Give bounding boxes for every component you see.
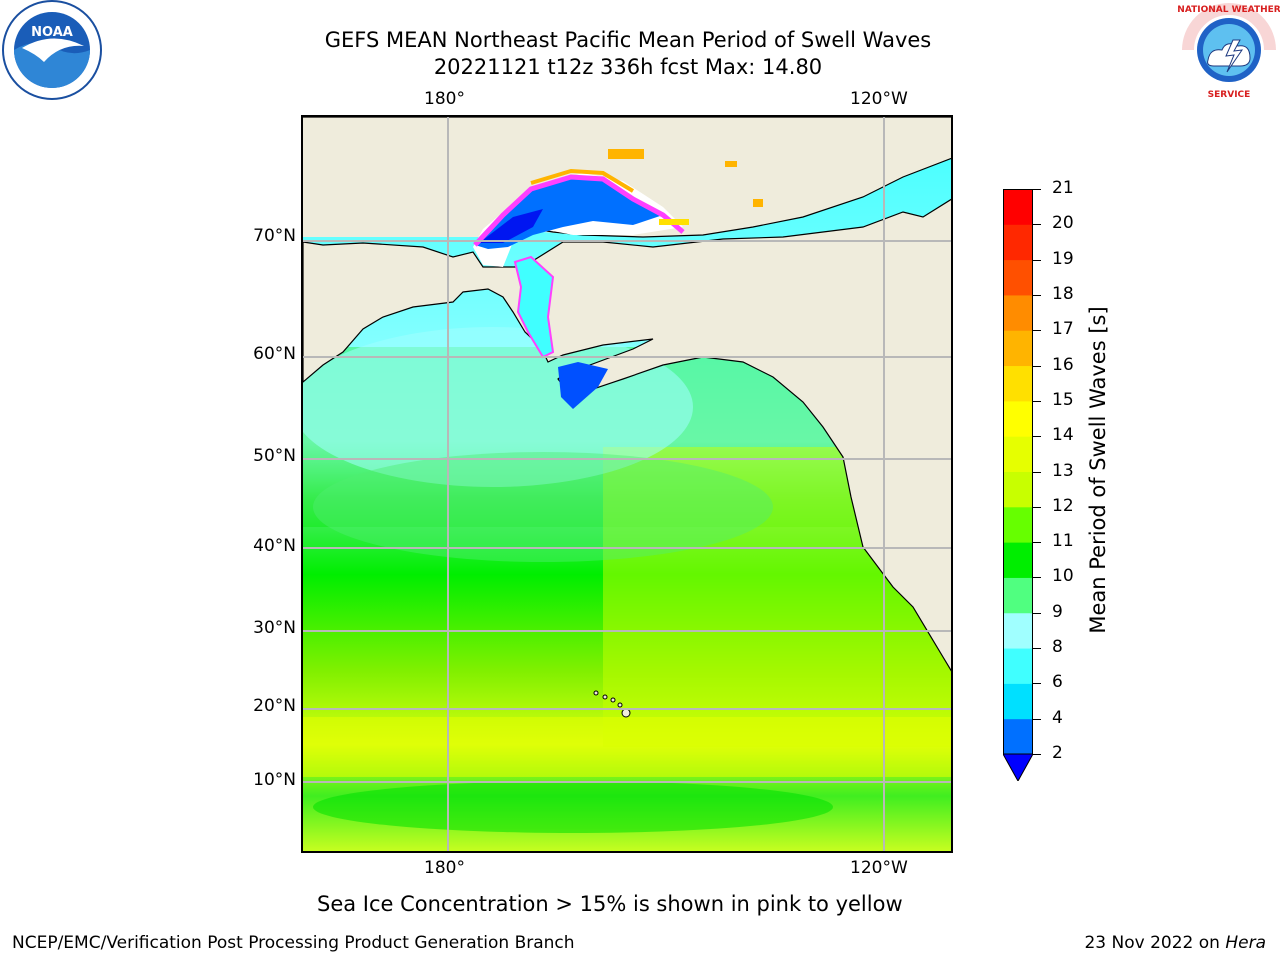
colorbar-tick-label: 15 bbox=[1052, 389, 1074, 410]
lon-label-top-180: 180° bbox=[424, 89, 465, 109]
colorbar-tick-label: 20 bbox=[1052, 213, 1074, 234]
graticule bbox=[303, 117, 951, 851]
colorbar-tick-mark bbox=[1033, 612, 1041, 614]
ocean-patch-9s bbox=[313, 452, 773, 562]
svg-text:NOAA: NOAA bbox=[31, 25, 73, 40]
colorbar-tick-mark bbox=[1033, 224, 1041, 226]
colorbar-tick-mark bbox=[1033, 189, 1041, 190]
colorbar-tick-label: 19 bbox=[1052, 248, 1074, 269]
footer-credit: NCEP/EMC/Verification Post Processing Pr… bbox=[12, 933, 575, 953]
colorbar-tick-mark bbox=[1033, 471, 1041, 473]
footer-host: Hera bbox=[1225, 933, 1266, 953]
colorbar-under-triangle bbox=[1003, 753, 1033, 781]
colorbar-segment bbox=[1003, 400, 1033, 437]
colorbar-tick-label: 11 bbox=[1052, 531, 1074, 552]
nws-logo: NATIONAL WEATHER SERVICE bbox=[1177, 0, 1280, 106]
colorbar-tick-mark bbox=[1033, 542, 1041, 544]
colorbar-tick-label: 6 bbox=[1052, 672, 1063, 693]
lat-label-40n: 40°N bbox=[253, 536, 296, 556]
colorbar-segment bbox=[1003, 294, 1033, 331]
colorbar-segment bbox=[1003, 648, 1033, 684]
colorbar-segment bbox=[1003, 612, 1033, 649]
chart-title: GEFS MEAN Northeast Pacific Mean Period … bbox=[324, 28, 932, 52]
colorbar-segment bbox=[1003, 506, 1033, 543]
svg-text:SERVICE: SERVICE bbox=[1208, 90, 1251, 100]
colorbar-tick-mark bbox=[1033, 718, 1041, 720]
sea-ice-patch-2 bbox=[725, 161, 737, 167]
colorbar-tick-label: 17 bbox=[1052, 319, 1074, 340]
colorbar-tick-mark bbox=[1033, 683, 1041, 685]
colorbar-tick-mark bbox=[1033, 400, 1041, 402]
colorbar-segment bbox=[1003, 189, 1033, 225]
colorbar-tick-mark bbox=[1033, 506, 1041, 508]
lat-label-70n: 70°N bbox=[253, 226, 296, 246]
hawaii-islands bbox=[593, 690, 631, 718]
colorbar-tick-mark bbox=[1033, 259, 1041, 261]
colorbar-tick-mark bbox=[1033, 294, 1041, 296]
colorbar-tick-label: 14 bbox=[1052, 425, 1074, 446]
colorbar-segment bbox=[1003, 259, 1033, 296]
noaa-logo: NOAA bbox=[0, 0, 104, 108]
sea-ice-patch-3 bbox=[753, 199, 763, 207]
colorbar-segment bbox=[1003, 365, 1033, 402]
colorbar-tick-label: 10 bbox=[1052, 566, 1074, 587]
colorbar-segment bbox=[1003, 471, 1033, 508]
colorbar-tick-label: 13 bbox=[1052, 460, 1074, 481]
svg-text:NATIONAL WEATHER: NATIONAL WEATHER bbox=[1178, 5, 1280, 15]
footer-date: 23 Nov 2022 on Hera bbox=[1084, 933, 1266, 953]
colorbar-tick-label: 8 bbox=[1052, 637, 1063, 658]
colorbar-segment bbox=[1003, 224, 1033, 261]
colorbar-tick-mark bbox=[1033, 365, 1041, 367]
colorbar-tick-mark bbox=[1033, 577, 1041, 579]
swell-period-field bbox=[303, 117, 951, 851]
sea-ice-note: Sea Ice Concentration > 15% is shown in … bbox=[317, 892, 903, 916]
ocean-band-south bbox=[313, 781, 833, 833]
colorbar-tick-label: 12 bbox=[1052, 495, 1074, 516]
colorbar-tick-label: 16 bbox=[1052, 354, 1074, 375]
colorbar-tick-label: 18 bbox=[1052, 283, 1074, 304]
colorbar-tick-label: 9 bbox=[1052, 601, 1063, 622]
lon-label-bottom-120w: 120°W bbox=[850, 858, 908, 878]
colorbar-tick-label: 21 bbox=[1052, 178, 1074, 198]
lon-label-bottom-180: 180° bbox=[424, 858, 465, 878]
sea-ice-patch-4 bbox=[659, 219, 689, 225]
colorbar-tick-mark bbox=[1033, 754, 1041, 755]
colorbar-segment bbox=[1003, 330, 1033, 367]
lat-label-50n: 50°N bbox=[253, 446, 296, 466]
colorbar-tick-mark bbox=[1033, 648, 1041, 650]
land-arctic bbox=[303, 117, 951, 237]
lon-label-top-120w: 120°W bbox=[850, 89, 908, 109]
chart-subtitle-run: 20221121 t12z 336h fcst Max: 14.80 bbox=[433, 55, 823, 79]
colorbar-segment bbox=[1003, 542, 1033, 578]
lat-label-20n: 20°N bbox=[253, 696, 296, 716]
colorbar-tick-label: 2 bbox=[1052, 743, 1063, 763]
colorbar-tick-mark bbox=[1033, 436, 1041, 438]
colorbar-tick-label: 4 bbox=[1052, 707, 1063, 728]
colorbar-segment bbox=[1003, 683, 1033, 720]
colorbar-label: Mean Period of Swell Waves [s] bbox=[1086, 306, 1110, 634]
bristol-bay-patch bbox=[558, 362, 608, 409]
map-panel bbox=[301, 115, 953, 853]
colorbar-segment bbox=[1003, 718, 1033, 755]
colorbar bbox=[1003, 189, 1033, 781]
colorbar-segment bbox=[1003, 436, 1033, 472]
bering-strait-channel bbox=[513, 255, 555, 359]
colorbar-segment bbox=[1003, 577, 1033, 614]
ocean-band-14s bbox=[303, 717, 951, 777]
lat-label-30n: 30°N bbox=[253, 618, 296, 638]
lat-label-60n: 60°N bbox=[253, 344, 296, 364]
colorbar-tick-mark bbox=[1033, 330, 1041, 332]
lat-label-10n: 10°N bbox=[253, 770, 296, 790]
sea-ice-patch-1 bbox=[608, 149, 644, 159]
